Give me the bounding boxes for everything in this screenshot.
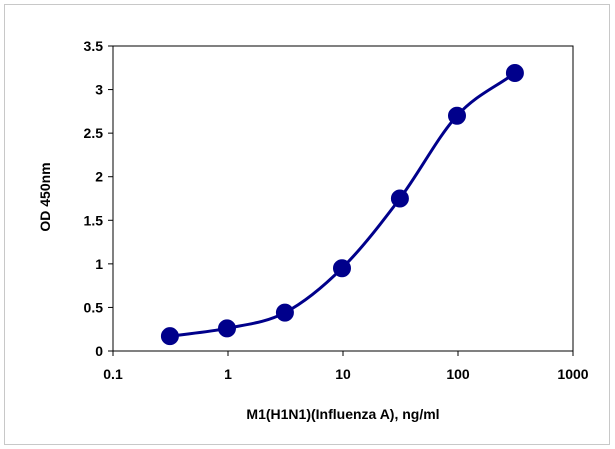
- y-axis-tick-labels: 0 0.5 1 1.5 2 2.5 3 3.5: [84, 38, 104, 359]
- x-tick-label: 100: [446, 366, 470, 382]
- chart-axes: [108, 45, 574, 356]
- y-tick-label: 0.5: [84, 299, 104, 315]
- data-point: [505, 64, 524, 83]
- y-tick-label: 3.5: [84, 38, 104, 54]
- x-axis-tick-labels: 0.1 1 10 100 1000: [103, 366, 589, 382]
- y-tick-label: 2.5: [84, 125, 104, 141]
- x-tick-label: 10: [335, 366, 351, 382]
- data-point: [275, 303, 294, 322]
- y-tick-label: 0: [95, 343, 103, 359]
- y-axis-title: OD 450nm: [37, 162, 53, 231]
- data-point: [160, 327, 179, 346]
- y-tick-label: 1: [95, 256, 103, 272]
- y-tick-label: 1.5: [84, 212, 104, 228]
- data-point: [447, 106, 466, 125]
- data-point: [390, 189, 409, 208]
- x-axis-title: M1(H1N1)(Influenza A), ng/ml: [246, 406, 439, 422]
- y-tick-label: 3: [95, 82, 103, 98]
- y-tick-label: 2: [95, 169, 103, 185]
- x-tick-label: 1000: [557, 366, 588, 382]
- chart-frame: [4, 4, 610, 445]
- x-tick-label: 1: [224, 366, 232, 382]
- data-point: [217, 319, 236, 338]
- x-tick-label: 0.1: [103, 366, 123, 382]
- data-points: [160, 64, 524, 346]
- data-point: [332, 259, 351, 278]
- plot-area-border: [112, 45, 574, 352]
